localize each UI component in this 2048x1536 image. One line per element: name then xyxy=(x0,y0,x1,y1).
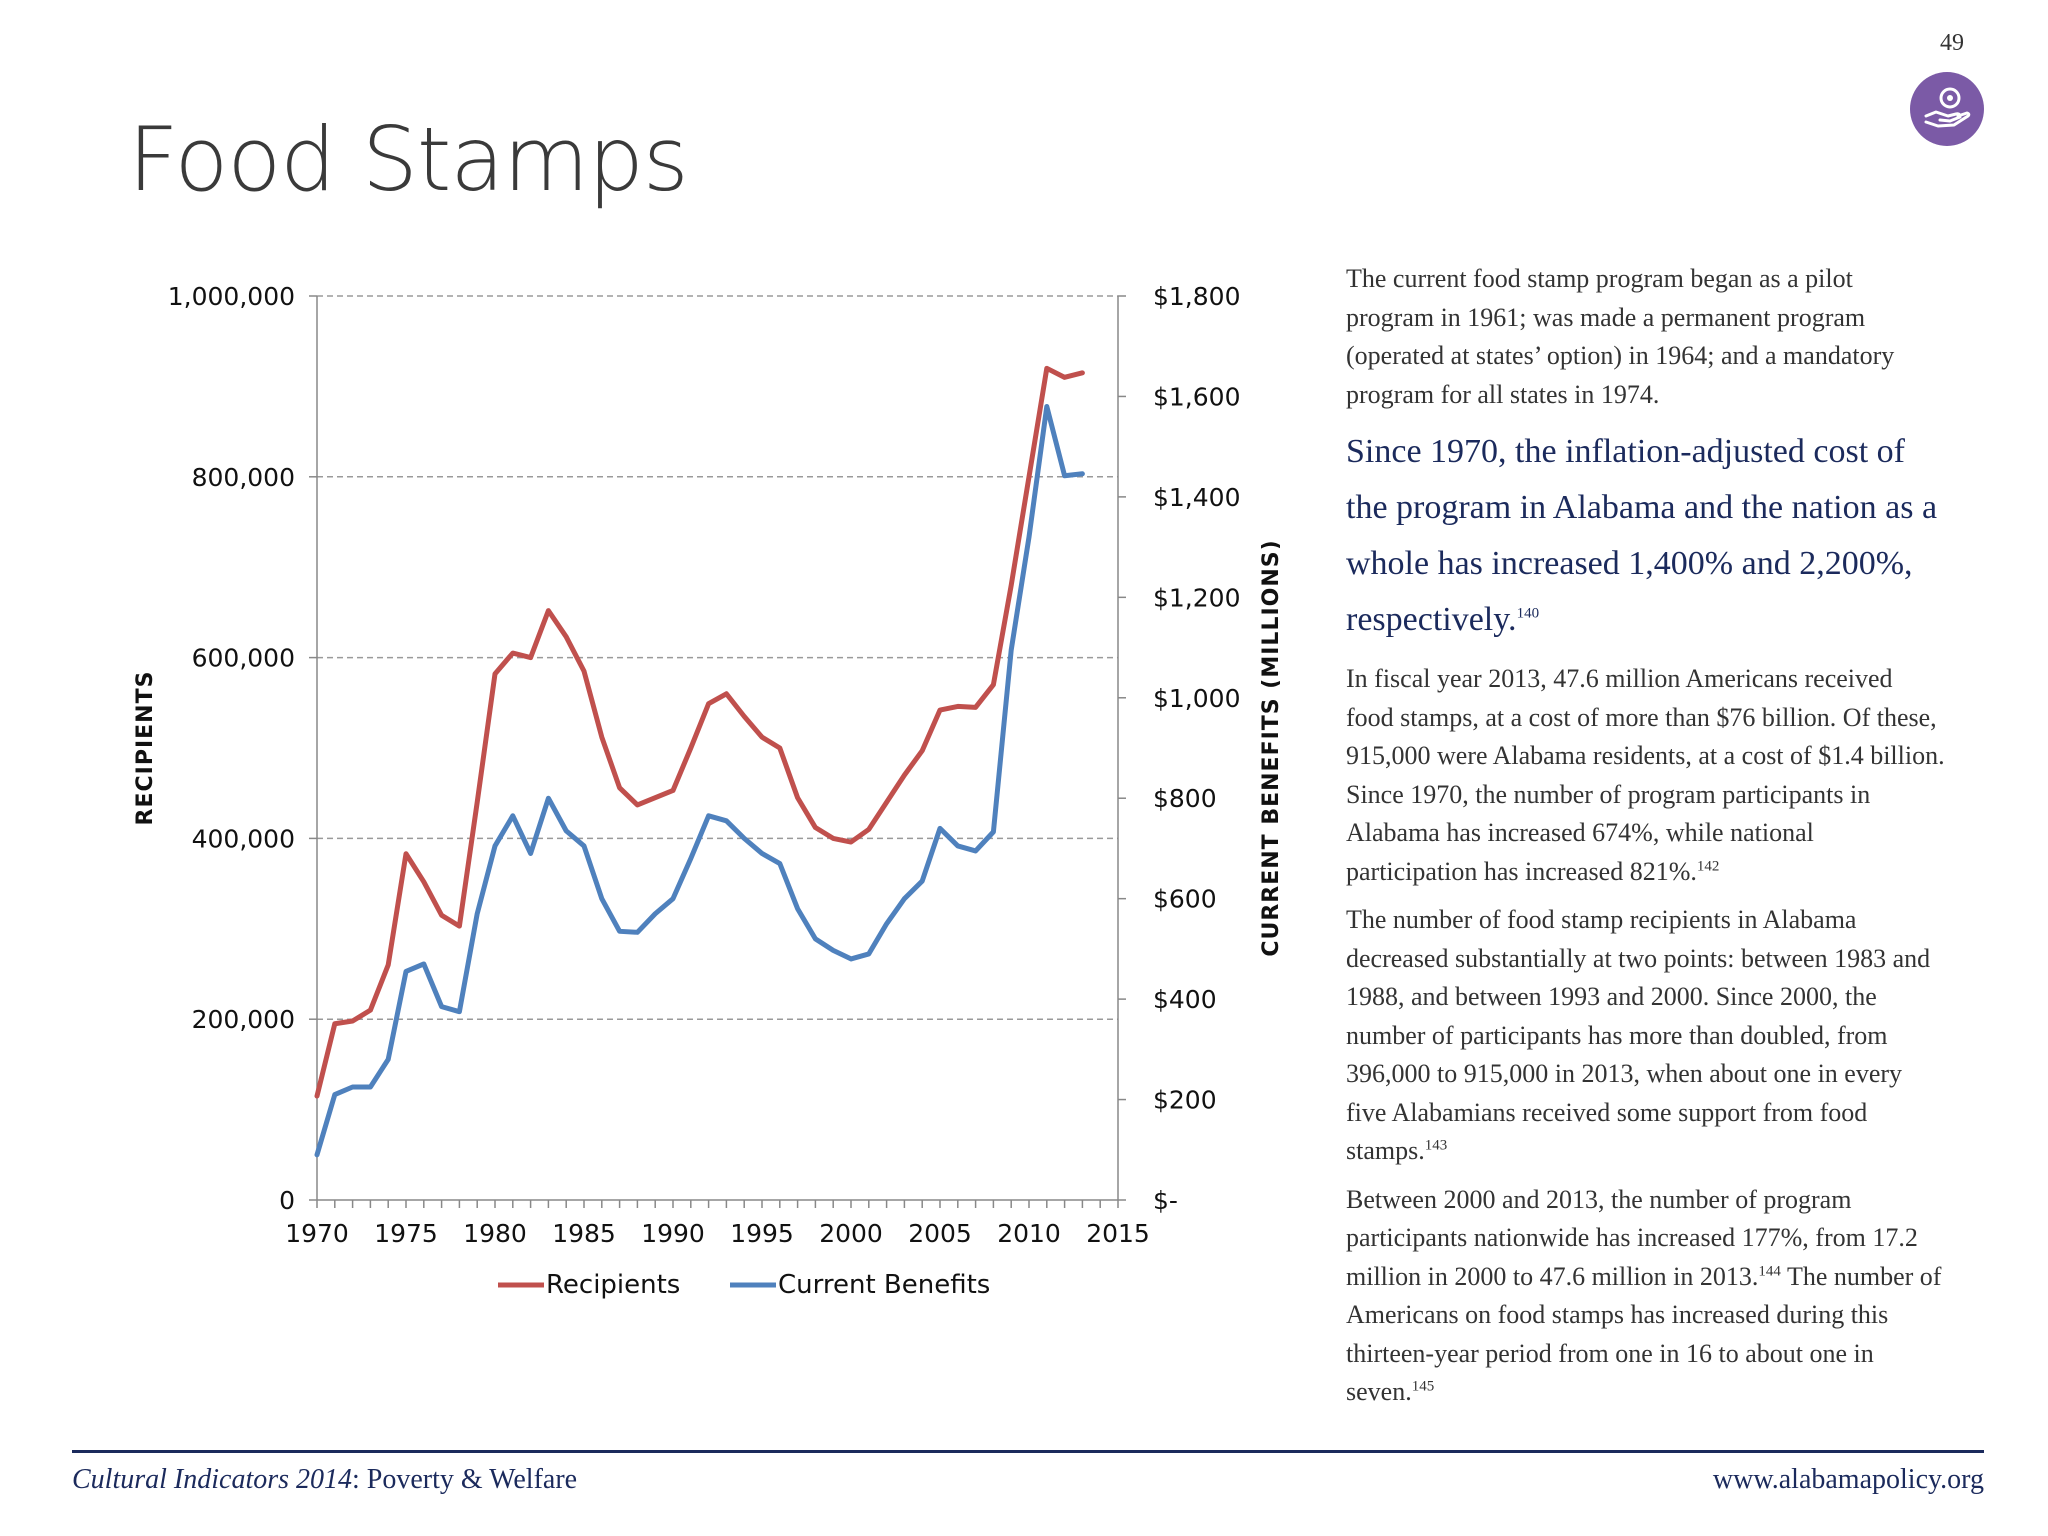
footnote-ref: 143 xyxy=(1424,1137,1448,1154)
x-tick-label: 1970 xyxy=(285,1219,349,1248)
footer-website[interactable]: www.alabamapolicy.org xyxy=(1712,1464,1984,1495)
text-column: The current food stamp program began as … xyxy=(1346,260,1946,1422)
x-tick-label: 1980 xyxy=(463,1219,527,1248)
chart-canvas: 0 200,000 400,000 600,000 800,000 1,000,000 $-… xyxy=(133,282,1280,1300)
x-tick-label: 2015 xyxy=(1086,1219,1150,1248)
x-tick-label: 1975 xyxy=(374,1219,438,1248)
legend-label: Recipients xyxy=(546,1270,680,1300)
intro-paragraph: The current food stamp program began as … xyxy=(1346,264,1895,409)
y-tick-label: 200,000 xyxy=(192,1005,295,1034)
footnote-ref: 142 xyxy=(1696,857,1720,874)
footer-publication: Cultural Indicators 2014: Poverty & Welf… xyxy=(72,1464,578,1495)
series-line-current-benefits xyxy=(314,403,1085,1158)
y-axis-title: RECIPIENTS xyxy=(133,671,158,826)
x-tick-label: 1985 xyxy=(552,1219,616,1248)
y-right-tick-label: $- xyxy=(1153,1186,1178,1215)
national-trend-paragraph: Between 2000 and 2013, the number of pro… xyxy=(1346,1184,1942,1407)
footnote-ref: 145 xyxy=(1411,1378,1435,1395)
y-right-tick-label: $1,800 xyxy=(1153,282,1240,311)
y-tick-label: 600,000 xyxy=(192,644,295,673)
x-tick-label: 1990 xyxy=(641,1219,705,1248)
fiscal-2013-paragraph: In fiscal year 2013, 47.6 million Americ… xyxy=(1346,664,1945,886)
footer-rule xyxy=(72,1450,1984,1453)
x-tick-label: 2005 xyxy=(908,1219,972,1248)
y-tick-label: 400,000 xyxy=(192,824,295,853)
x-tick-label: 2010 xyxy=(997,1219,1061,1248)
y-tick-label: 800,000 xyxy=(192,463,295,492)
callout-paragraph: Since 1970, the inflation-adjusted cost … xyxy=(1346,433,1938,638)
page-number: 49 xyxy=(1940,30,1964,56)
y-tick-label: 0 xyxy=(279,1186,295,1215)
y-right-tick-label: $1,600 xyxy=(1153,382,1240,411)
y-right-tick-label: $800 xyxy=(1153,784,1217,813)
alabama-trend-paragraph: The number of food stamp recipients in A… xyxy=(1346,905,1931,1165)
y-tick-label: 1,000,000 xyxy=(168,282,295,311)
food-stamps-chart: 0 200,000 400,000 600,000 800,000 1,000,000 $-… xyxy=(120,260,1280,1330)
x-tick-label: 2000 xyxy=(819,1219,883,1248)
y-right-tick-label: $400 xyxy=(1153,985,1217,1014)
series-line-recipients xyxy=(314,365,1085,1099)
hand-holding-coin-icon xyxy=(1910,72,1984,146)
y-right-tick-label: $1,000 xyxy=(1153,684,1240,713)
y-right-tick-label: $600 xyxy=(1153,885,1217,914)
y-right-tick-label: $1,200 xyxy=(1153,583,1240,612)
legend-label: Current Benefits xyxy=(778,1270,990,1300)
y-right-tick-label: $1,400 xyxy=(1153,483,1240,512)
y-right-tick-label: $200 xyxy=(1153,1086,1217,1115)
y-right-axis-title: CURRENT BENEFITS (MILLIONS) xyxy=(1259,539,1280,956)
footnote-ref: 144 xyxy=(1758,1262,1781,1279)
footnote-ref: 140 xyxy=(1516,605,1540,622)
x-tick-label: 1995 xyxy=(730,1219,794,1248)
page-title: Food Stamps xyxy=(128,108,689,211)
